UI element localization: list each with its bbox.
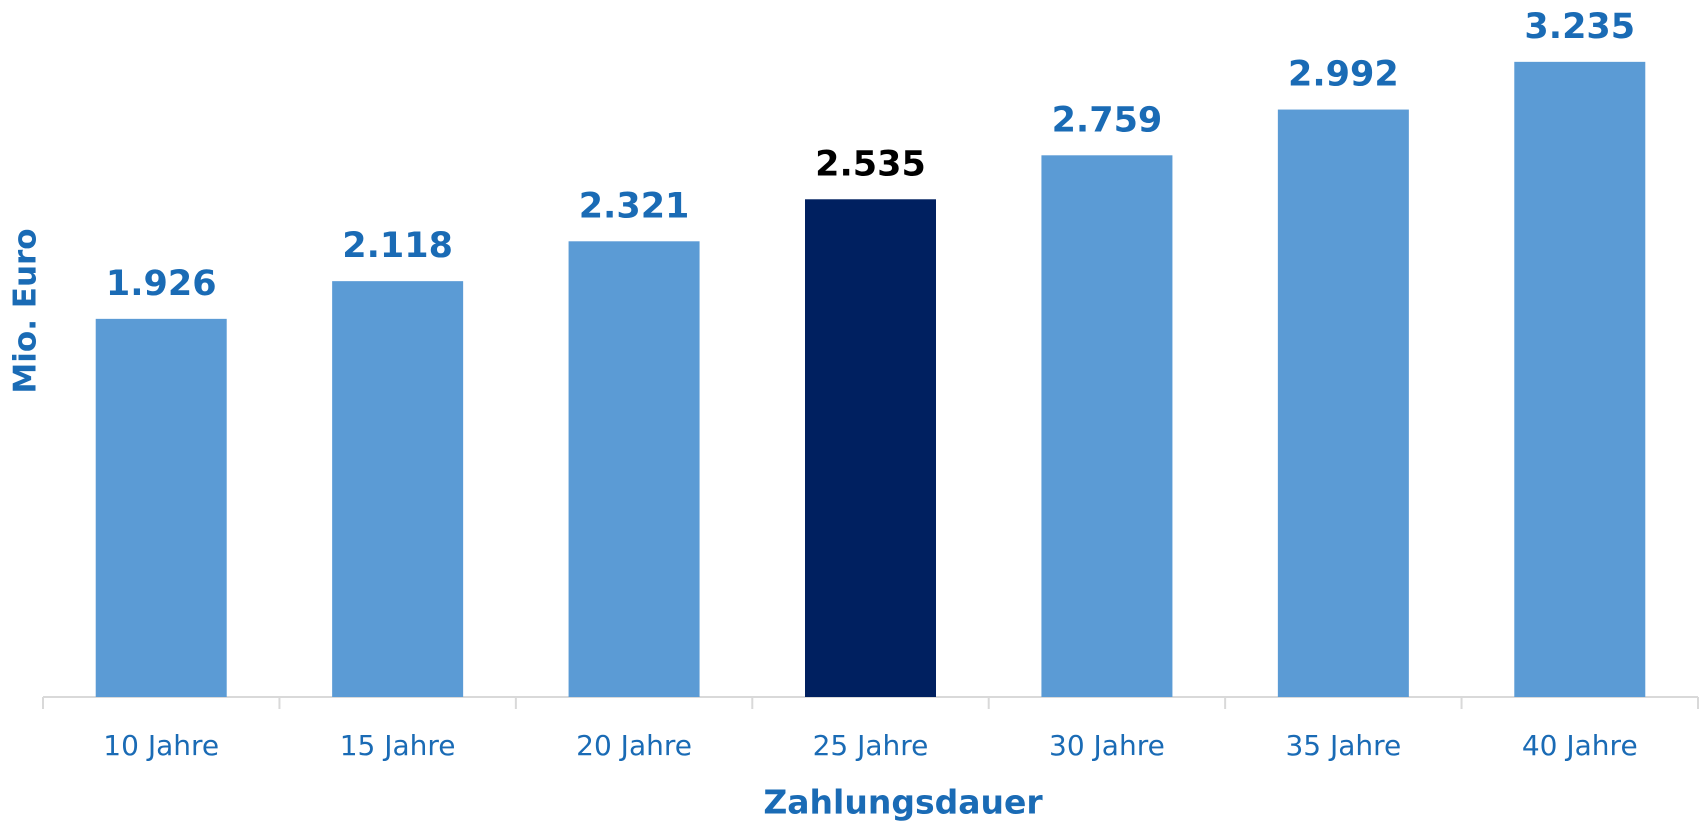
bar — [805, 199, 936, 698]
data-label: 2.321 — [579, 186, 690, 226]
bar — [332, 281, 464, 697]
x-tick-label: 10 Jahre — [103, 729, 219, 762]
data-label: 3.235 — [1524, 7, 1635, 47]
x-tick-label: 15 Jahre — [340, 729, 456, 762]
data-label: 1.926 — [106, 264, 217, 304]
y-axis-title: Mio. Euro — [8, 228, 44, 393]
data-label: 2.759 — [1052, 100, 1163, 140]
x-tick-label: 20 Jahre — [576, 729, 692, 762]
x-tick-label: 35 Jahre — [1285, 729, 1401, 762]
bar — [1514, 61, 1646, 697]
bar — [568, 241, 700, 697]
data-label: 2.118 — [342, 226, 453, 266]
bar — [1277, 109, 1409, 697]
bar — [1041, 155, 1173, 698]
x-tick-label: 40 Jahre — [1522, 729, 1638, 762]
x-tick-label: 30 Jahre — [1049, 729, 1165, 762]
data-label: 2.992 — [1288, 55, 1399, 95]
data-label: 2.535 — [815, 144, 926, 184]
x-tick-label: 25 Jahre — [813, 729, 929, 762]
bar — [95, 318, 227, 697]
x-axis-title: Zahlungsdauer — [763, 783, 1043, 822]
